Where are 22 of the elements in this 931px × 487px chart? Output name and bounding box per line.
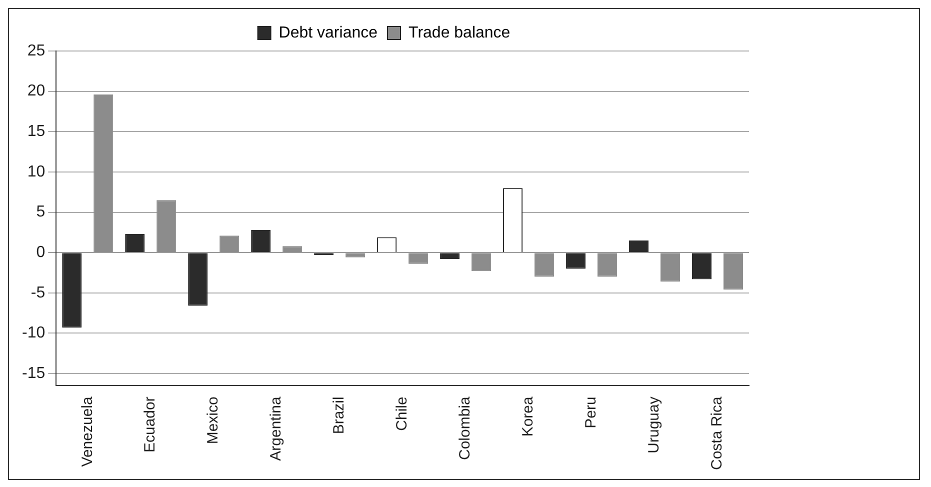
y-tick-label: -10 (22, 324, 46, 342)
y-tick-label: 5 (36, 204, 46, 221)
x-tick-label: Brazil (330, 396, 348, 434)
y-tick-label: 15 (27, 123, 46, 140)
x-tick-label: Ecuador (142, 396, 159, 453)
x-tick-label: Costa Rica (708, 396, 726, 470)
y-tick-label: -15 (22, 364, 46, 382)
y-tick-label: 0 (36, 244, 46, 261)
y-tick-label: 25 (27, 42, 46, 60)
x-tick-label: Peru (582, 396, 600, 428)
x-tick-label: Venezuela (78, 396, 96, 467)
y-tick-label: 20 (27, 82, 46, 100)
x-tick-label: Colombia (456, 396, 474, 460)
x-tick-label: Korea (520, 396, 537, 437)
legend-label: Trade balance (408, 24, 510, 42)
x-tick-label: Chile (394, 396, 411, 431)
y-tick-label: -5 (30, 284, 46, 302)
x-tick-label: Argentina (268, 396, 285, 461)
x-tick-label: Mexico (204, 396, 222, 444)
x-tick-label: Uruguay (646, 396, 663, 454)
legend-label: Debt variance (278, 24, 378, 42)
y-tick-label: 10 (27, 163, 46, 180)
